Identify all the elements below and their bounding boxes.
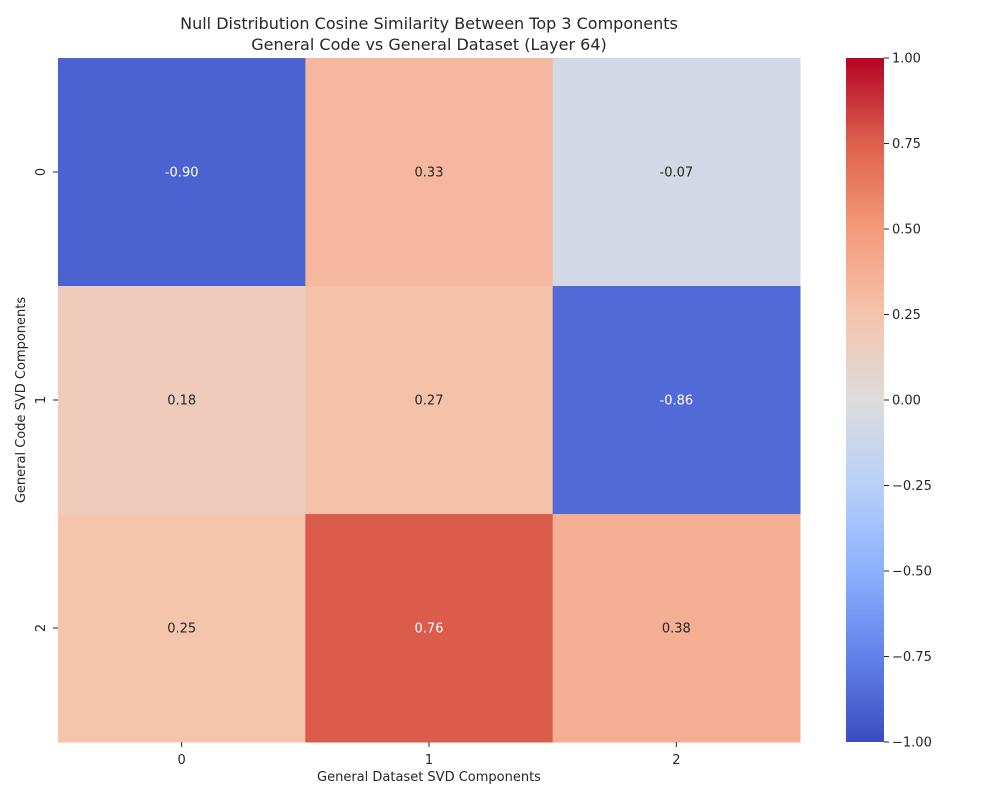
cell-label-r2-c1: 0.76: [415, 622, 444, 637]
y-axis-label: General Code SVD Components: [14, 297, 29, 504]
cell-annotations: -0.90 0.33 -0.07 0.18 0.27 -0.86 0.25 0.76 0.38: [165, 166, 693, 637]
x-axis-ticks: 0 1 2: [178, 742, 680, 768]
colorbar-tick-label-5: −0.25: [892, 479, 932, 494]
heatmap-cells: [58, 58, 801, 743]
y-tick-label-0: 0: [34, 168, 49, 176]
cell-label-r1-c0: 0.18: [167, 394, 196, 409]
colorbar: [846, 58, 884, 742]
cell-label-r2-c2: 0.38: [662, 622, 691, 637]
colorbar-tick-label-0: 1.00: [892, 52, 921, 67]
heatmap-cell-r2-c0: [58, 514, 306, 743]
y-axis-ticks: 0 1 2: [34, 168, 58, 632]
cell-label-r1-c2: -0.86: [660, 394, 694, 409]
cell-label-r0-c0: -0.90: [165, 166, 199, 181]
x-tick-label-1: 1: [425, 753, 433, 768]
x-axis-label: General Dataset SVD Components: [317, 770, 541, 785]
colorbar-tick-label-4: 0.00: [892, 394, 921, 409]
cell-label-r0-c2: -0.07: [660, 166, 694, 181]
heatmap-cell-r2-c2: [552, 514, 801, 743]
heatmap-cell-r1-c2: [552, 286, 801, 515]
colorbar-ticks: 1.00 0.75 0.50 0.25 0.00 −0.25 −0.50 −0.75 −1.00: [884, 52, 932, 751]
heatmap-cell-r1-c1: [305, 286, 554, 515]
x-tick-label-0: 0: [178, 753, 186, 768]
chart-subtitle: General Code vs General Dataset (Layer 6…: [251, 35, 607, 54]
heatmap-cell-r2-c1: [305, 514, 554, 743]
chart-title: Null Distribution Cosine Similarity Betw…: [180, 14, 678, 33]
heatmap-cell-r0-c2: [552, 58, 801, 287]
colorbar-tick-label-7: −0.75: [892, 650, 932, 665]
y-tick-label-1: 1: [34, 396, 49, 404]
y-tick-label-2: 2: [34, 624, 49, 632]
cell-label-r2-c0: 0.25: [167, 622, 196, 637]
heatmap-cell-r1-c0: [58, 286, 306, 515]
cell-label-r1-c1: 0.27: [415, 394, 444, 409]
colorbar-tick-label-3: 0.25: [892, 308, 921, 323]
colorbar-tick-label-2: 0.50: [892, 223, 921, 238]
colorbar-tick-label-8: −1.00: [892, 736, 932, 751]
heatmap-cell-r0-c0: [58, 58, 306, 287]
cell-label-r0-c1: 0.33: [415, 166, 444, 181]
colorbar-tick-label-1: 0.75: [892, 137, 921, 152]
colorbar-tick-label-6: −0.50: [892, 565, 932, 580]
x-tick-label-2: 2: [672, 753, 680, 768]
heatmap-cell-r0-c1: [305, 58, 554, 287]
